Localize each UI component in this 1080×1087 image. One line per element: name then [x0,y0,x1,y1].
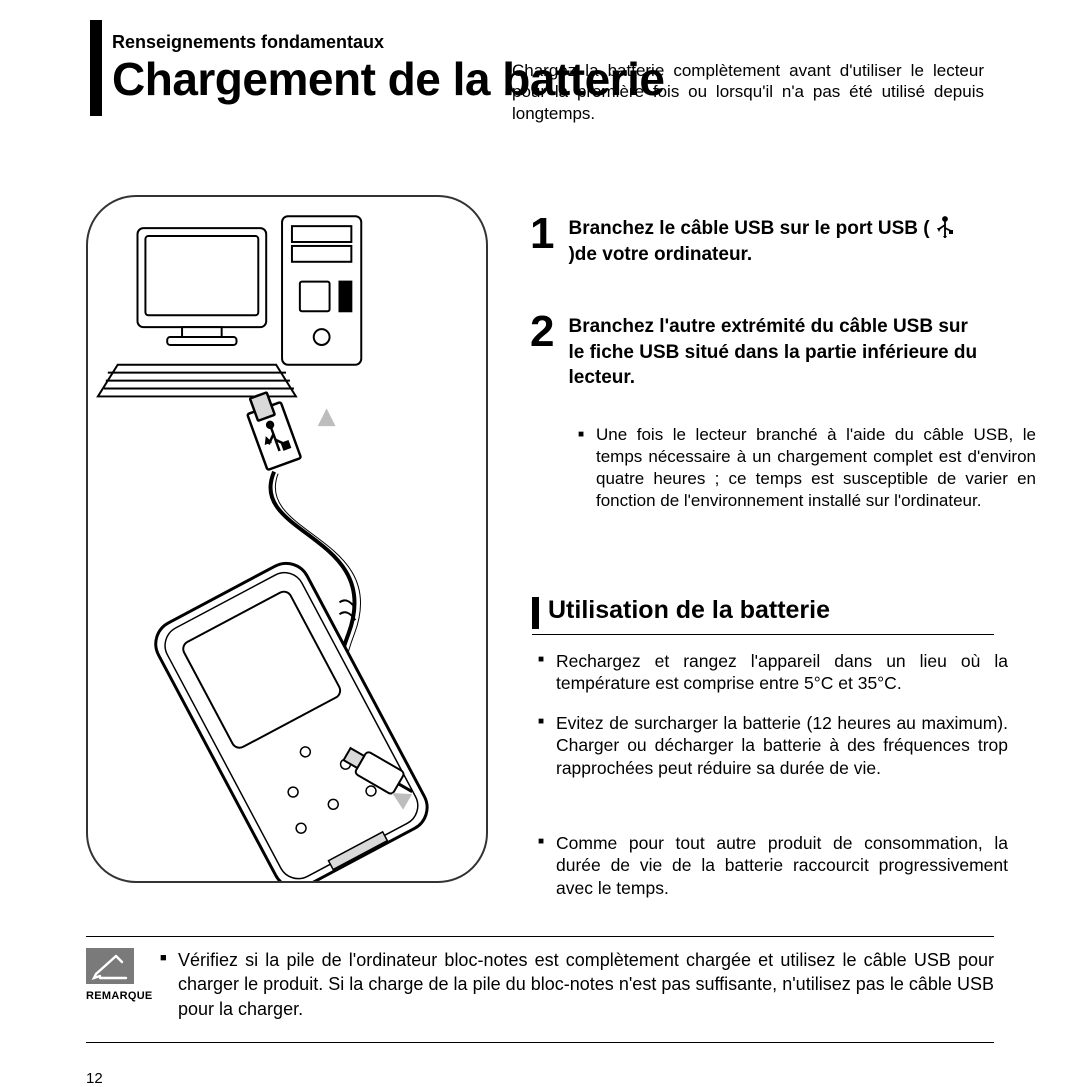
page-number: 12 [86,1070,103,1087]
battery-bullet-2: Evitez de surcharger la batterie (12 heu… [556,712,1008,779]
battery-bullet-1: Rechargez et rangez l'appareil dans un l… [556,650,1008,695]
section-label: Renseignements fondamentaux [112,32,384,53]
page: Renseignements fondamentaux Chargement d… [0,0,1080,1080]
step-2: 2 Branchez l'autre extrémité du câble US… [530,314,978,391]
remarque-bottom-rule [86,1042,994,1043]
subsection-underline [532,634,994,635]
step-1-title-before: Branchez le câble USB sur le port USB ( [568,218,929,239]
step-1-title: Branchez le câble USB sur le port USB ( … [568,216,978,267]
bullet-icon: ■ [160,952,167,964]
step-number: 2 [530,310,554,354]
intro-text: Chargez la batterie complètement avant d… [512,60,984,124]
illustration-svg [88,197,486,881]
illustration [86,195,488,883]
battery-bullet-3: Comme pour tout autre produit de consomm… [556,832,1008,899]
remarque-top-rule [86,936,994,937]
step-number: 1 [530,212,554,256]
step-2-note-text: Une fois le lecteur branché à l'aide du … [596,425,1036,510]
subsection-title: Utilisation de la batterie [548,596,830,625]
step-1: 1 Branchez le câble USB sur le port USB … [530,216,978,267]
usb-trident-icon [935,216,955,238]
step-2-title: Branchez l'autre extrémité du câble USB … [568,314,978,391]
remarque-text: Vérifiez si la pile de l'ordinateur bloc… [178,948,994,1021]
step-1-title-after: )de votre ordinateur. [568,244,752,265]
subsection-rule [532,597,539,629]
step-2-note: ■ Une fois le lecteur branché à l'aide d… [596,424,1036,512]
title-rule [90,20,102,116]
arrow-up-icon [318,408,336,426]
bullet-icon: ■ [578,428,584,441]
pencil-note-icon [86,948,134,984]
remarque-label: REMARQUE [86,990,153,1002]
